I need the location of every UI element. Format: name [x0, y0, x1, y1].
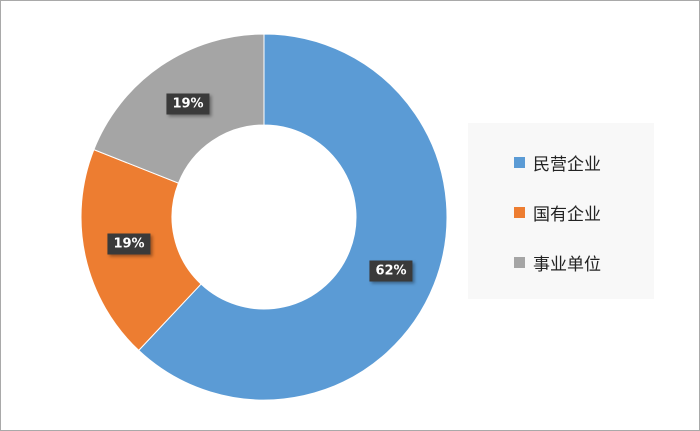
legend-item-0: 民营企业	[514, 150, 601, 175]
legend-swatch	[514, 207, 525, 218]
legend-item-1: 国有企业	[514, 200, 601, 225]
data-label-1: 19%	[107, 233, 151, 255]
data-label-2: 19%	[166, 93, 210, 115]
legend-item-2: 事业单位	[514, 250, 601, 275]
donut-slice-0	[138, 33, 448, 401]
legend-label: 事业单位	[533, 255, 601, 275]
legend-swatch	[514, 257, 525, 268]
legend-swatch	[514, 157, 525, 168]
legend-label: 民营企业	[533, 155, 601, 175]
legend: 民营企业 国有企业 事业单位	[468, 123, 654, 299]
data-label-0: 62%	[369, 260, 413, 282]
legend-label: 国有企业	[533, 205, 601, 225]
